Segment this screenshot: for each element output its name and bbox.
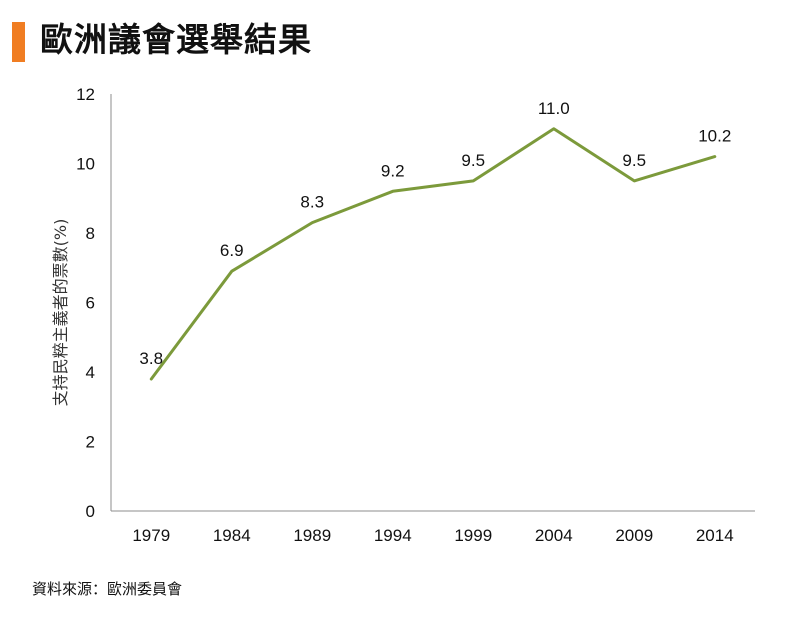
- data-label: 3.8: [139, 349, 163, 368]
- y-tick-labels: 0 2 4 6 8 10 12: [76, 85, 95, 521]
- y-tick-label: 6: [86, 294, 95, 313]
- x-tick-label: 1994: [374, 526, 412, 545]
- x-tick-label: 2009: [615, 526, 653, 545]
- y-tick-label: 2: [86, 433, 95, 452]
- series-line: [149, 127, 717, 381]
- data-label: 6.9: [220, 241, 244, 260]
- source-note: 資料來源：歐洲委員會: [32, 580, 183, 598]
- x-tick-label: 1989: [293, 526, 331, 545]
- data-label: 9.2: [381, 161, 405, 180]
- data-label: 9.5: [622, 151, 646, 170]
- x-tick-label: 2014: [696, 526, 734, 545]
- title-accent-bar: [12, 22, 25, 62]
- x-tick-label: 1984: [213, 526, 251, 545]
- series-group: [149, 127, 717, 381]
- chart-title: 歐洲議會選舉結果: [40, 20, 312, 59]
- x-tick-label: 1979: [132, 526, 170, 545]
- data-label: 9.5: [461, 151, 485, 170]
- data-label: 8.3: [300, 193, 324, 212]
- x-tick-labels: 1979 1984 1989 1994 1999 2004 2009 2014: [132, 526, 733, 545]
- y-axis-label: 支持民粹主義者的票數(%): [51, 219, 70, 407]
- x-tick-label: 2004: [535, 526, 573, 545]
- y-tick-label: 12: [76, 85, 95, 104]
- y-tick-label: 10: [76, 155, 95, 174]
- data-label: 10.2: [698, 127, 731, 146]
- data-labels: 3.8 6.9 8.3 9.2 9.5 11.0 9.5 10.2: [139, 99, 731, 368]
- y-tick-label: 0: [86, 502, 95, 521]
- y-tick-label: 4: [86, 363, 95, 382]
- chart-axes: [110, 94, 755, 512]
- x-tick-label: 1999: [454, 526, 492, 545]
- data-label: 11.0: [538, 99, 570, 118]
- y-tick-label: 8: [86, 224, 95, 243]
